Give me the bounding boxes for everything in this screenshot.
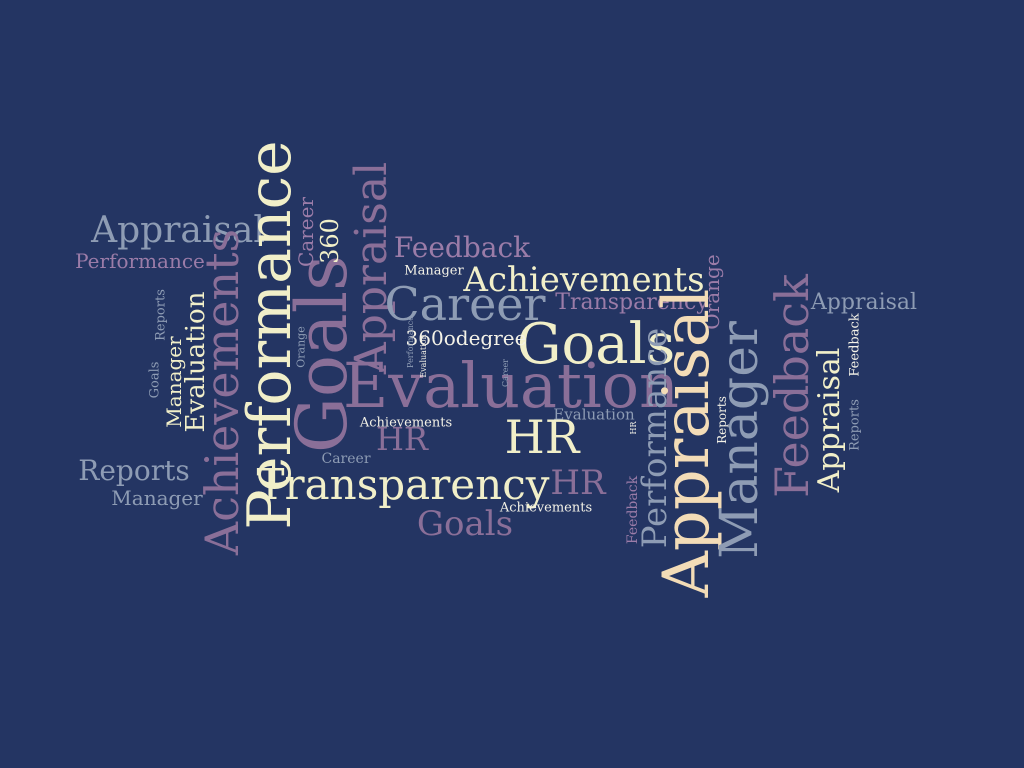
word-feedback-1: Feedback (393, 231, 531, 264)
word-appraisal-4: 360odegree (405, 326, 527, 350)
word-career-1: Career (294, 196, 318, 268)
word-goals-5: Performance (406, 316, 415, 368)
word-feedback-4: Evaluation (419, 334, 428, 378)
word-hr-4: Feedback (625, 475, 641, 545)
word-transparency-2: Goals (416, 504, 514, 544)
word-performance-1: Performance (75, 249, 205, 273)
word-feedback-2: Reports (78, 454, 190, 487)
word-transparency-1: Transparency (555, 290, 709, 315)
word-360odegree: Evaluation (343, 349, 679, 422)
word-appraisal-5: Manager (111, 486, 203, 510)
word-reports-3: Feedback (847, 313, 863, 377)
word-manager-3: Reports (847, 399, 863, 451)
word-360: 360 (316, 218, 344, 264)
word-reports-2: Career (321, 451, 371, 467)
word-achievements-5: Career (501, 358, 510, 388)
word-reports-4: HR (550, 463, 606, 503)
word-goals-2: Goals (516, 312, 676, 377)
word-hr-2: Evaluation (553, 405, 635, 424)
word-orange-2: HR (504, 410, 580, 464)
word-evaluation-3: Feedback (765, 274, 819, 498)
word-reports-1: Goals (147, 361, 163, 399)
word-hr-1: Achievements (359, 415, 453, 431)
word-manager-2: Reports (153, 289, 169, 341)
word-achievements-4: Manager (710, 321, 770, 559)
word-evaluation-1: Evaluation (181, 291, 211, 433)
word-appraisal-1: Appraisal (91, 210, 265, 251)
word-goals-4: HR (376, 420, 428, 458)
word-evaluation-2: Manager (162, 336, 186, 428)
word-career-4: HR (629, 421, 638, 435)
word-goals-3: Orange (294, 326, 308, 368)
word-appraisal-3: Appraisal (810, 290, 918, 315)
word-appraisal-2: Appraisal (346, 161, 397, 375)
word-achievements-2: Achievements (463, 260, 705, 300)
word-career-2: Career (384, 277, 546, 331)
word-feedback-3: Transparency (256, 460, 550, 509)
word-manager-4: Achievements (499, 500, 593, 516)
word-manager-1: Manager (404, 263, 464, 279)
word-performance-3: Appraisal (812, 347, 847, 493)
